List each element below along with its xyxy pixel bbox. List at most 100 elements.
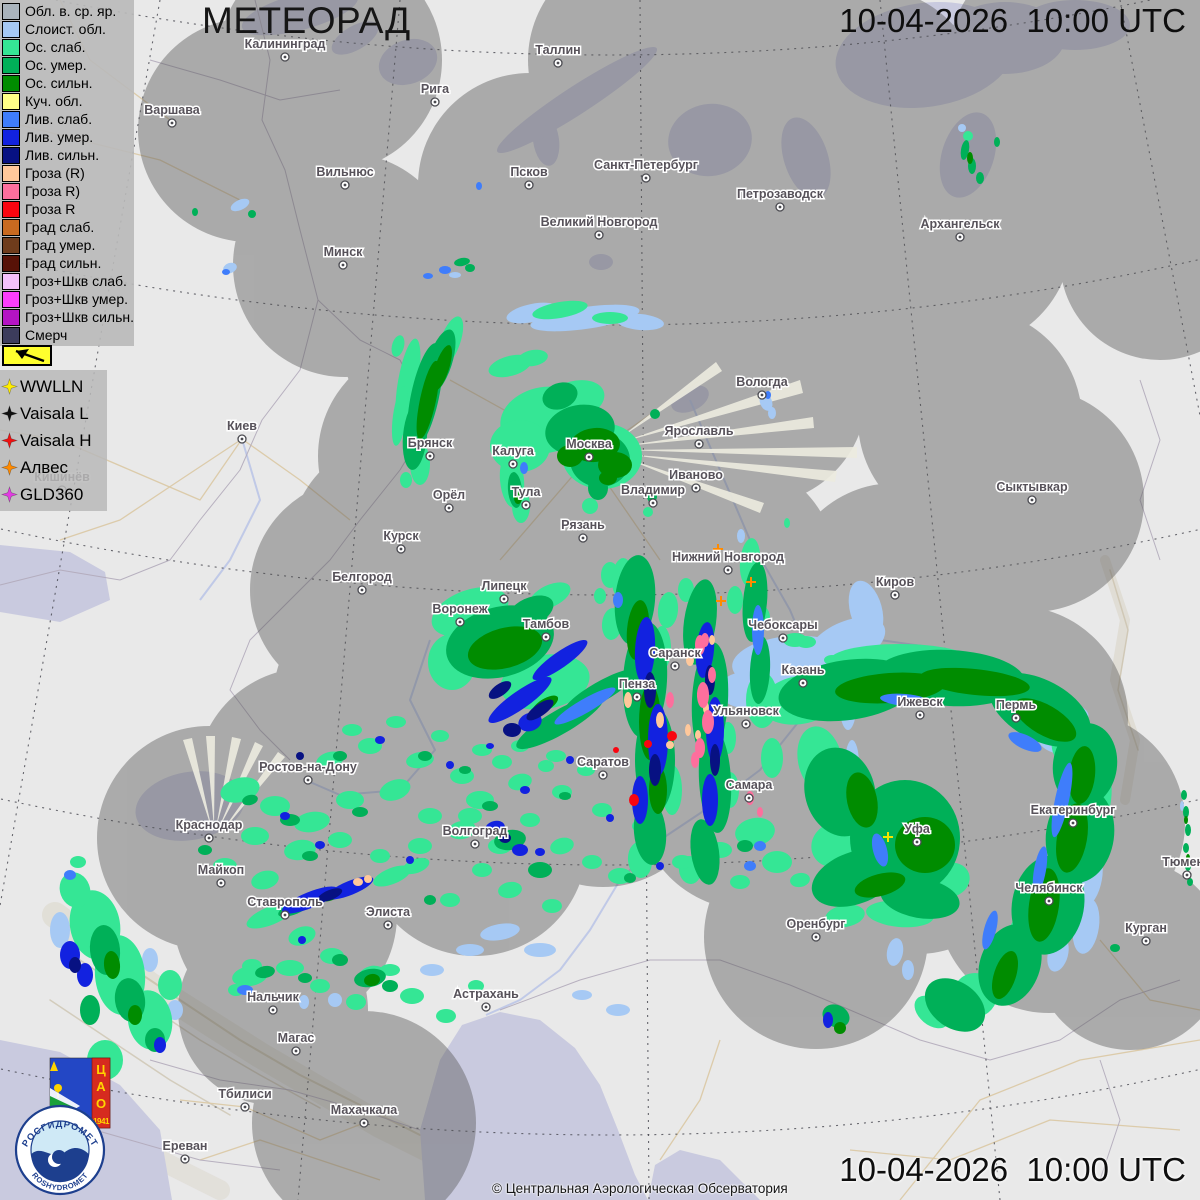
lightning-source-label: Vaisala H bbox=[20, 430, 92, 450]
city-Саранск: Саранск bbox=[648, 645, 703, 671]
echo-layer-thunder-r2 bbox=[666, 633, 763, 817]
datetime-top: 10-04-2026 10:00 UTC bbox=[839, 2, 1186, 39]
city-Ставрополь: Ставрополь bbox=[246, 894, 325, 920]
city-Сыктывкар: Сыктывкар bbox=[995, 479, 1069, 505]
city-label: Самара bbox=[726, 778, 774, 792]
legend-color-chip bbox=[2, 74, 20, 92]
city-label: Пенза bbox=[619, 677, 657, 691]
legend-color-chip bbox=[2, 200, 20, 218]
city-label: Казань bbox=[781, 663, 824, 677]
city-label: Ереван bbox=[163, 1139, 208, 1153]
legend-item: Ос. слаб. bbox=[2, 38, 134, 56]
svg-text:1941: 1941 bbox=[93, 1117, 110, 1126]
city-Ульяновск: Ульяновск bbox=[712, 703, 781, 729]
legend-item: Град умер. bbox=[2, 236, 134, 254]
svg-text:О: О bbox=[96, 1096, 106, 1111]
legend-item: Гроза R bbox=[2, 200, 134, 218]
lightning-star-icon bbox=[1, 459, 18, 476]
legend-color-chip bbox=[2, 164, 20, 182]
lightning-source-item: Vaisala L bbox=[1, 400, 107, 427]
svg-text:А: А bbox=[96, 1079, 106, 1094]
city-Челябинск: Челябинск bbox=[1014, 880, 1085, 906]
city-Майкоп: Майкоп bbox=[196, 862, 246, 888]
city-Нальчик: Нальчик bbox=[246, 989, 301, 1015]
legend-item: Град слаб. bbox=[2, 218, 134, 236]
city-label: Иваново bbox=[669, 468, 723, 482]
legend-item: Ос. умер. bbox=[2, 56, 134, 74]
city-label: Москва bbox=[566, 437, 613, 451]
city-label: Санкт-Петербург bbox=[594, 158, 698, 172]
city-label: Чебоксары bbox=[748, 618, 817, 632]
city-Вологда: Вологда bbox=[735, 374, 790, 400]
lightning-source-item: Vaisala H bbox=[1, 427, 107, 454]
city-Ярославль: Ярославль bbox=[663, 423, 735, 449]
legend-color-chip bbox=[2, 20, 20, 38]
city-label: Уфа bbox=[904, 822, 931, 836]
city-label: Майкоп bbox=[198, 863, 244, 877]
roshydromet-cao-logo: ЦАО 1941 РОСГИДРОМЕТ ROSHYDROMET bbox=[14, 1057, 110, 1196]
city-label: Тула bbox=[512, 485, 542, 499]
datetime-bottom: 10-04-2026 10:00 UTC bbox=[839, 1151, 1186, 1188]
lightning-strike-icon bbox=[746, 577, 756, 587]
city-label: Таллин bbox=[535, 43, 580, 57]
city-label: Липецк bbox=[482, 579, 528, 593]
lightning-source-label: Vaisala L bbox=[20, 403, 89, 423]
city-label: Архангельск bbox=[921, 217, 1001, 231]
lightning-strike-icon bbox=[713, 544, 723, 554]
legend-color-chip bbox=[2, 218, 20, 236]
city-label: Псков bbox=[510, 165, 548, 179]
city-label: Минск bbox=[324, 245, 364, 259]
legend-item-label: Лив. слаб. bbox=[25, 111, 93, 127]
legend-item-label: Гроз+Шкв слаб. bbox=[25, 273, 127, 289]
legend-item: Ос. сильн. bbox=[2, 74, 134, 92]
city-Тбилиси: Тбилиси bbox=[217, 1086, 273, 1112]
legend-item: Слоист. обл. bbox=[2, 20, 134, 38]
lightning-star-icon bbox=[1, 405, 18, 422]
legend-item: Град сильн. bbox=[2, 254, 134, 272]
legend-item-label: Град умер. bbox=[25, 237, 96, 253]
city-label: Белгород bbox=[332, 570, 392, 584]
city-label: Брянск bbox=[408, 436, 453, 450]
page-title: МЕТЕОРАД bbox=[202, 0, 411, 41]
city-Рязань: Рязань bbox=[560, 517, 607, 543]
city-label: Петрозаводск bbox=[737, 187, 824, 201]
legend-item: Лив. сильн. bbox=[2, 146, 134, 164]
city-Краснодар: Краснодар bbox=[174, 817, 244, 843]
legend-item-label: Смерч bbox=[25, 327, 68, 343]
legend-item-label: Обл. в. ср. яр. bbox=[25, 3, 117, 19]
city-label: Нижний Новгород bbox=[672, 550, 784, 564]
legend-item-label: Лив. сильн. bbox=[25, 147, 100, 163]
legend-item-label: Ос. слаб. bbox=[25, 39, 86, 55]
city-Пенза: Пенза bbox=[617, 676, 658, 702]
city-Оренбург: Оренбург bbox=[785, 916, 847, 942]
city-Магас: Магас bbox=[276, 1030, 316, 1056]
city-Ростов-на-Дону: Ростов-на-Дону bbox=[258, 759, 358, 785]
city-label: Киров bbox=[876, 575, 915, 589]
city-label: Тбилиси bbox=[218, 1087, 271, 1101]
legend-color-chip bbox=[2, 236, 20, 254]
tornado-arrow-icon bbox=[15, 349, 45, 363]
city-Таллин: Таллин bbox=[534, 42, 582, 68]
legend-color-chip bbox=[2, 56, 20, 74]
city-label: Владимир bbox=[621, 483, 685, 497]
legend-item-label: Ос. сильн. bbox=[25, 75, 93, 91]
city-Калининград: Калининград bbox=[243, 36, 327, 62]
legend-item-label: Гроз+Шкв умер. bbox=[25, 291, 129, 307]
city-Владимир: Владимир bbox=[619, 482, 687, 508]
legend-color-chip bbox=[2, 272, 20, 290]
city-label: Ставрополь bbox=[247, 895, 323, 909]
city-label: Саратов bbox=[577, 755, 629, 769]
city-Архангельск: Архангельск bbox=[919, 216, 1002, 242]
city-label: Оренбург bbox=[786, 917, 845, 931]
city-Казань: Казань bbox=[780, 662, 826, 688]
legend-item: Гроз+Шкв слаб. bbox=[2, 272, 134, 290]
city-Тюмень: Тюмень bbox=[1161, 854, 1200, 880]
lightning-strikes-layer bbox=[713, 544, 893, 842]
copyright-text: © Центральная Аэрологическая Обсерватори… bbox=[492, 1181, 788, 1196]
legend-color-chip bbox=[2, 2, 20, 20]
city-label: Ярославль bbox=[664, 424, 733, 438]
city-Саратов: Саратов bbox=[576, 754, 631, 780]
city-label: Великий Новгород bbox=[541, 215, 658, 229]
city-label: Орёл bbox=[433, 488, 465, 502]
city-Чебоксары: Чебоксары bbox=[747, 617, 819, 643]
